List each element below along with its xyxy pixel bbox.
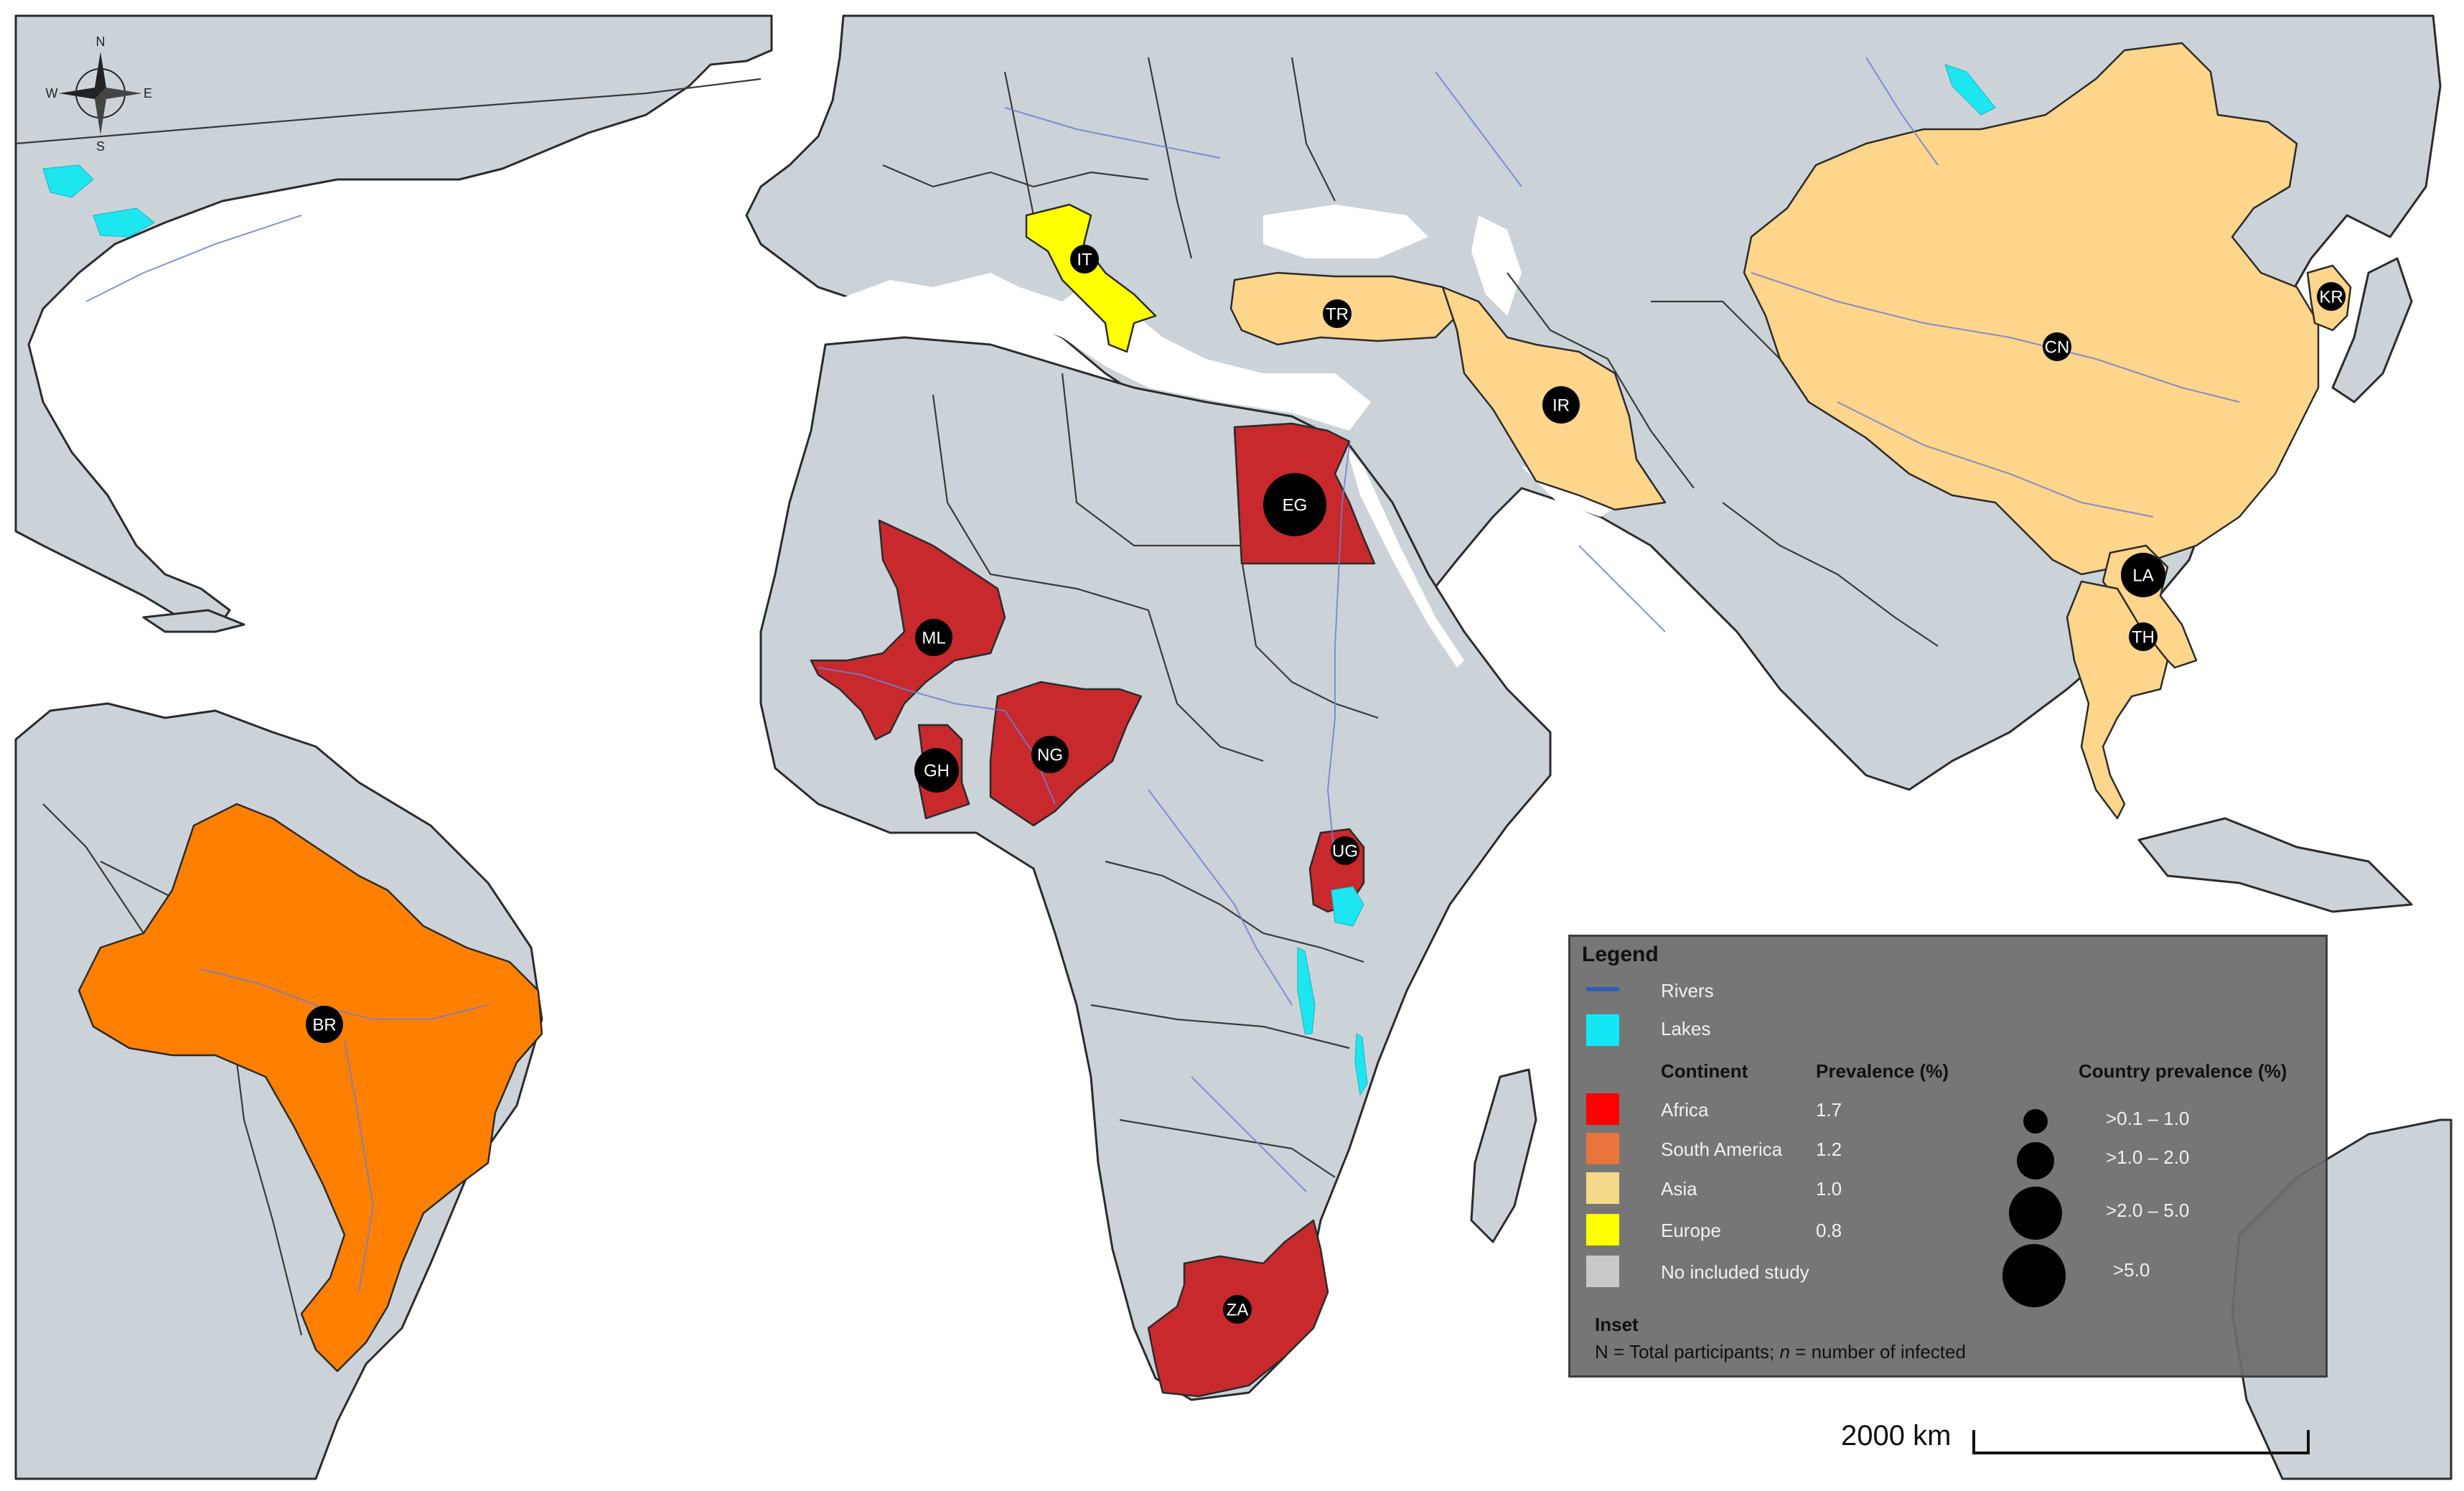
country-brazil: [78, 803, 543, 1373]
africa-label: Africa: [1661, 1099, 1709, 1121]
lake-baikal: [1944, 64, 1996, 116]
lake-great-lakes-2: [93, 207, 155, 238]
red-sea: [1346, 445, 1464, 668]
size-class-4-label: >5.0: [2113, 1259, 2150, 1281]
size-class-1-label: >0.1 – 1.0: [2106, 1108, 2190, 1129]
highlighted-countries: [78, 42, 2352, 1398]
no-study-label: No included study: [1661, 1261, 1809, 1283]
bubble-la: LA: [2121, 553, 2165, 597]
bubble-label-ng: NG: [1037, 746, 1063, 765]
bubble-eg: EG: [1263, 473, 1326, 536]
europe-label: Europe: [1661, 1220, 1721, 1241]
inset-note-after: = number of infected: [1789, 1341, 1966, 1363]
south-america-swatch: [1586, 1133, 1619, 1164]
size-class-3-label: >2.0 – 5.0: [2106, 1200, 2190, 1221]
bubble-label-cn: CN: [2045, 338, 2070, 357]
bubble-cn: CN: [2043, 332, 2071, 361]
bubble-it: IT: [1070, 245, 1099, 274]
country-italy: [1025, 203, 1157, 353]
rivers-swatch: [1586, 987, 1619, 991]
compass-n-label: N: [96, 34, 106, 49]
size-class-4-dot: [2002, 1244, 2066, 1307]
size-class-1-dot: [2023, 1109, 2048, 1134]
lake-malawi: [1354, 1033, 1368, 1096]
bubble-gh: GH: [914, 748, 959, 793]
rivers: [85, 57, 2240, 1293]
bubble-label-ir: IR: [1552, 396, 1570, 416]
black-sea: [1263, 205, 1428, 258]
lakes: [42, 64, 1996, 1096]
bubble-label-ug: UG: [1332, 842, 1358, 861]
bubble-th: TH: [2129, 622, 2158, 651]
col-country-header: Country prevalence (%): [2079, 1060, 2287, 1082]
inset-title: Inset: [1595, 1314, 1639, 1335]
lake-tanganyika: [1297, 947, 1316, 1034]
land-indonesia: [2137, 817, 2413, 913]
rivers-label: Rivers: [1661, 980, 1714, 1001]
bubble-ir: IR: [1542, 386, 1580, 424]
inset-note-before: N = Total participants;: [1595, 1341, 1780, 1363]
africa-swatch: [1586, 1093, 1619, 1125]
europe-prevalence: 0.8: [1816, 1220, 1842, 1241]
bubble-label-th: TH: [2132, 628, 2155, 648]
asia-swatch: [1586, 1172, 1619, 1204]
country-mali: [810, 519, 1006, 741]
country-bubbles: BR IT TR IR CN KR LA TH EG ML GH NG UG Z…: [306, 245, 2346, 1324]
no-study-swatch: [1586, 1256, 1619, 1287]
bubble-ug: UG: [1331, 836, 1359, 865]
bubble-label-tr: TR: [1326, 305, 1349, 324]
compass-s-label: S: [96, 139, 105, 154]
lakes-swatch: [1586, 1014, 1619, 1046]
land-caribbean: [142, 609, 245, 633]
col-prevalence-header: Prevalence (%): [1816, 1060, 1949, 1082]
asia-label: Asia: [1661, 1178, 1697, 1200]
bubble-za: ZA: [1223, 1295, 1252, 1324]
bubble-label-za: ZA: [1227, 1301, 1249, 1320]
europe-swatch: [1586, 1214, 1619, 1245]
scale-bar: [1972, 1430, 2310, 1454]
lake-great-lakes: [42, 164, 94, 198]
caspian-sea: [1471, 215, 1522, 316]
scale-bar-label: 2000 km: [1841, 1420, 1952, 1452]
bubble-label-kr: KR: [2319, 288, 2343, 307]
bubble-ng: NG: [1031, 736, 1069, 773]
asia-prevalence: 1.0: [1816, 1178, 1842, 1200]
lakes-label: Lakes: [1661, 1018, 1711, 1039]
bubble-label-br: BR: [312, 1016, 336, 1035]
land-madagascar: [1470, 1068, 1537, 1243]
south-america-label: South America: [1661, 1139, 1783, 1160]
compass-w-label: W: [46, 86, 58, 101]
bubble-label-eg: EG: [1283, 496, 1308, 515]
bubble-kr: KR: [2317, 282, 2346, 311]
bubble-br: BR: [306, 1006, 343, 1043]
legend-title: Legend: [1582, 943, 1659, 966]
bubble-ml: ML: [915, 619, 952, 656]
lake-victoria: [1331, 886, 1364, 927]
africa-prevalence: 1.7: [1816, 1099, 1842, 1121]
bubble-label-la: LA: [2132, 566, 2153, 586]
land-north-america: [14, 14, 773, 633]
south-america-prevalence: 1.2: [1816, 1139, 1842, 1160]
land-japan: [2331, 257, 2413, 403]
size-class-2-dot: [2017, 1142, 2054, 1179]
inset-note-n: n: [1779, 1341, 1790, 1363]
inset-note: N = Total participants; n = number of in…: [1595, 1341, 1966, 1363]
country-china: [1743, 42, 2320, 576]
compass-e-label: E: [144, 86, 152, 101]
bubble-label-it: IT: [1077, 251, 1092, 270]
col-continent-header: Continent: [1661, 1060, 1748, 1082]
size-class-3-dot: [2009, 1187, 2062, 1240]
bubble-label-ml: ML: [922, 629, 945, 648]
compass-rose: N S E W: [46, 34, 153, 154]
mediterranean-sea: [833, 273, 1371, 431]
size-class-2-label: >1.0 – 2.0: [2106, 1146, 2190, 1168]
bubble-label-gh: GH: [924, 762, 950, 781]
legend-panel: Legend Rivers Lakes Continent Prevalence…: [1568, 935, 2328, 1378]
bubble-tr: TR: [1323, 299, 1352, 328]
